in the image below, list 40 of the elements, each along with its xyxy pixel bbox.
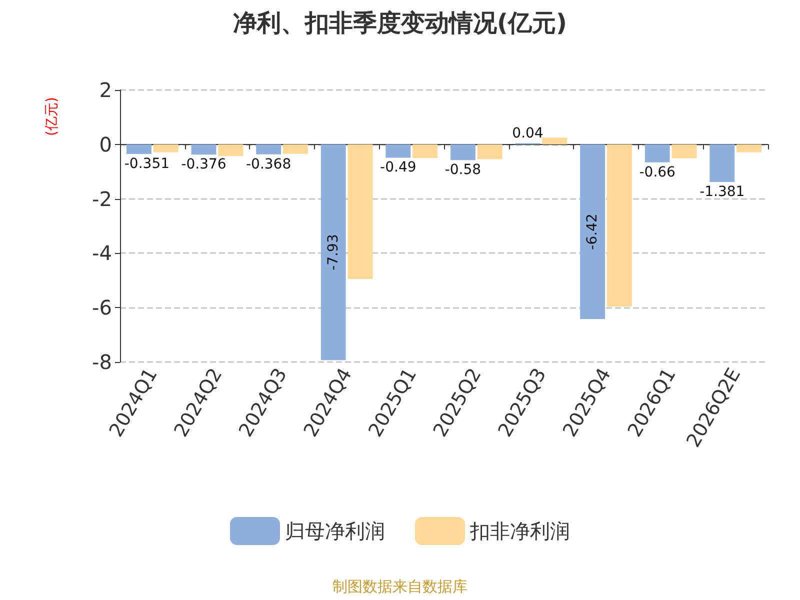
bar — [606, 144, 632, 307]
y-tick-label: 2 — [99, 78, 112, 102]
bar — [672, 144, 697, 158]
bar — [218, 144, 244, 156]
bar — [320, 144, 346, 360]
bar — [126, 144, 152, 154]
data-label: -0.66 — [639, 164, 676, 180]
data-label: -0.351 — [124, 156, 170, 172]
legend-label: 扣非净利润 — [469, 519, 570, 543]
bar — [191, 144, 216, 155]
data-label: -0.368 — [246, 156, 292, 172]
bar — [477, 144, 502, 160]
text: 制图数据来自数据库 — [332, 578, 468, 596]
bar — [386, 144, 411, 158]
bar — [256, 144, 282, 154]
bar — [153, 144, 178, 152]
bar — [348, 144, 373, 280]
y-tick-label: -2 — [92, 186, 112, 211]
data-label: -0.49 — [380, 160, 416, 176]
data-label: -0.58 — [444, 162, 482, 178]
chart-title: 净利、扣非季度变动情况(亿元) — [233, 9, 567, 37]
bar — [710, 144, 735, 182]
data-label: -6.42 — [584, 214, 601, 250]
data-label: -1.381 — [700, 184, 745, 200]
y-tick-label: -8 — [92, 350, 112, 374]
bar — [644, 144, 670, 162]
data-label: -7.93 — [325, 234, 342, 270]
legend-label: 归母净利润 — [285, 519, 385, 543]
bar — [736, 144, 762, 152]
y-tick-label: -6 — [92, 296, 112, 320]
bar — [580, 144, 606, 320]
data-label: -0.376 — [181, 156, 226, 173]
y-tick-label: 0 — [99, 132, 112, 156]
bar — [282, 144, 308, 154]
bar — [450, 144, 476, 160]
y-axis-title: (亿元) — [44, 97, 60, 136]
bar — [412, 144, 438, 158]
y-tick-label: -4 — [92, 241, 112, 266]
bar — [542, 138, 568, 144]
data-label: 0.04 — [512, 125, 544, 142]
